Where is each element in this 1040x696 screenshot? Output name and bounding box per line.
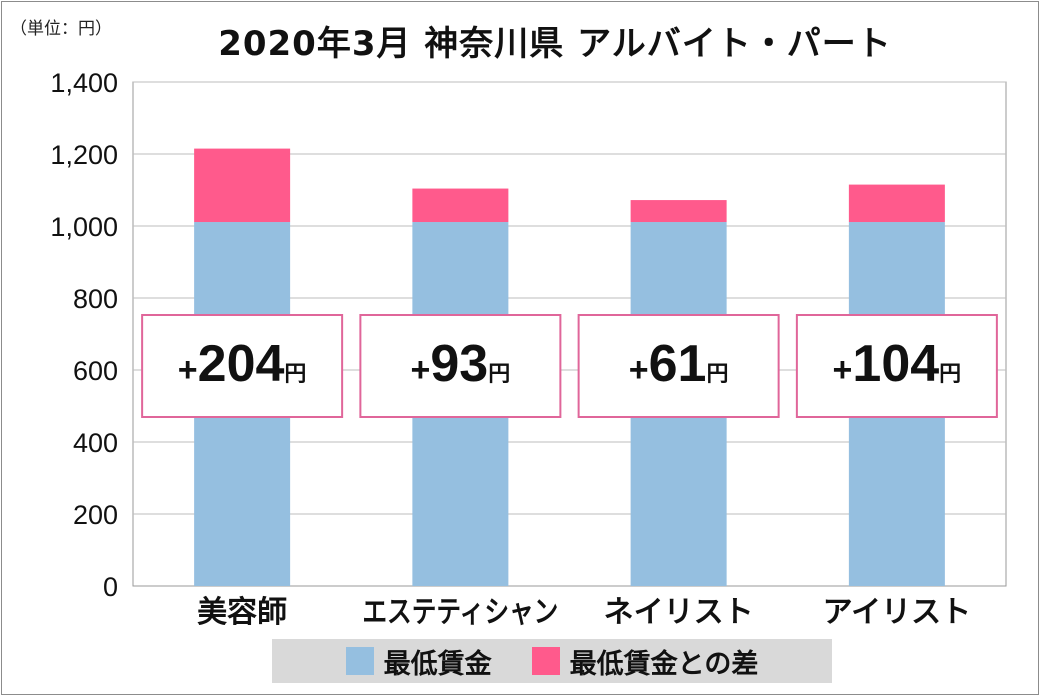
bar-diff xyxy=(630,200,727,223)
y-tick-label: 400 xyxy=(73,428,118,458)
x-tick-label: 美容師 xyxy=(197,595,287,630)
diff-value: 204 xyxy=(198,335,285,393)
y-tick-label: 1,400 xyxy=(50,68,118,98)
diff-annotation-box xyxy=(359,314,562,418)
diff-value: 104 xyxy=(852,335,939,393)
diff-sign: + xyxy=(629,351,649,389)
diff-sign: + xyxy=(833,351,853,389)
x-tick-label: エステティシャン xyxy=(362,595,558,630)
bar-diff xyxy=(848,184,945,223)
diff-annotation-label: +61円 xyxy=(629,335,729,393)
diff-sign: + xyxy=(411,351,431,389)
y-tick-label: 200 xyxy=(73,500,118,530)
y-tick-label: 800 xyxy=(73,284,118,314)
diff-annotation-box xyxy=(795,314,998,418)
y-tick-label: 0 xyxy=(103,572,118,602)
legend-label-diff: 最低賃金との差 xyxy=(569,648,759,680)
y-tick-label: 1,200 xyxy=(50,140,118,170)
x-tick-label: ネイリスト xyxy=(604,595,754,630)
diff-sign: + xyxy=(178,351,198,389)
x-tick-label: アイリスト xyxy=(823,595,972,630)
diff-unit: 円 xyxy=(488,362,510,387)
legend-item-diff: 最低賃金との差 xyxy=(531,642,759,681)
legend-label-base: 最低賃金 xyxy=(383,648,492,680)
diff-annotation-label: +104円 xyxy=(833,335,962,393)
diff-unit: 円 xyxy=(284,362,306,387)
y-tick-label: 1,000 xyxy=(50,212,118,242)
y-tick-label: 600 xyxy=(73,356,118,386)
diff-annotation-label: +204円 xyxy=(178,335,307,393)
diff-annotation-box xyxy=(577,314,780,418)
diff-annotation-box xyxy=(141,314,344,418)
diff-unit: 円 xyxy=(706,362,728,387)
bar-diff xyxy=(194,148,291,223)
legend-swatch-base xyxy=(345,647,374,675)
legend-item-base: 最低賃金 xyxy=(345,642,492,681)
chart-title: 2020年3月 神奈川県 アルバイト・パート xyxy=(218,24,892,64)
bar-diff xyxy=(412,188,509,223)
legend: 最低賃金 最低賃金との差 xyxy=(272,639,832,683)
diff-unit: 円 xyxy=(939,362,961,387)
legend-swatch-diff xyxy=(531,647,560,675)
diff-value: 61 xyxy=(649,335,707,393)
unit-label: （単位：円） xyxy=(10,19,112,39)
diff-annotation-label: +93円 xyxy=(411,335,511,393)
diff-value: 93 xyxy=(430,335,488,393)
